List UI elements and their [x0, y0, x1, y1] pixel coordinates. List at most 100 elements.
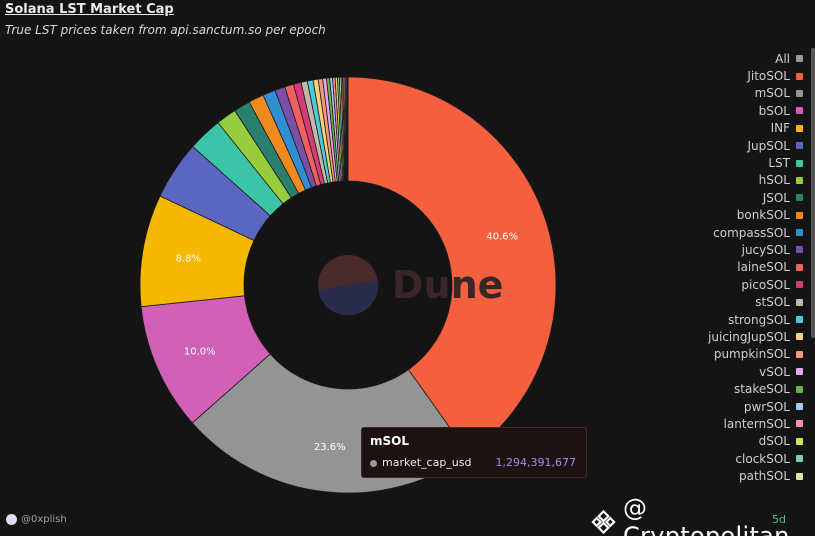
legend-item[interactable]: mSOL — [673, 85, 803, 102]
legend-item[interactable]: stakeSOL — [673, 380, 803, 397]
legend-label: bSOL — [758, 103, 790, 118]
legend-swatch — [796, 176, 803, 184]
author-credit[interactable]: @0xplish — [6, 514, 67, 525]
legend-swatch — [796, 194, 803, 202]
legend-item[interactable]: lanternSOL — [673, 415, 803, 432]
slice-labels: 40.6% 23.6% 10.0% 8.8% — [176, 232, 519, 453]
slice-label: 23.6% — [314, 442, 346, 453]
legend-label: INF — [770, 121, 790, 136]
legend-swatch — [796, 350, 803, 358]
legend-swatch — [796, 124, 803, 132]
legend-label: dSOL — [758, 434, 790, 449]
legend-label: compassSOL — [713, 225, 790, 240]
legend-label: stSOL — [755, 295, 790, 310]
legend-label: juicingJupSOL — [708, 329, 790, 344]
dune-watermark-text: Dune — [392, 263, 503, 307]
legend-item[interactable]: strongSOL — [673, 311, 803, 328]
legend-item[interactable]: juicingJupSOL — [673, 328, 803, 345]
legend-item[interactable]: dSOL — [673, 433, 803, 450]
legend-swatch — [796, 437, 803, 445]
legend-label: JitoSOL — [747, 69, 790, 84]
legend-item[interactable]: picoSOL — [673, 276, 803, 293]
legend-item[interactable]: bSOL — [673, 102, 803, 119]
tooltip-series-label: market_cap_usd — [382, 456, 472, 469]
legend-item[interactable]: pathSOL — [673, 467, 803, 484]
legend-label: mSOL — [754, 86, 790, 101]
legend-label: LST — [768, 156, 790, 171]
slice-others-f[interactable] — [346, 76, 349, 182]
legend-label: stakeSOL — [734, 382, 790, 397]
slices-layer — [139, 76, 557, 494]
legend-label: JupSOL — [747, 138, 790, 153]
legend-label: picoSOL — [741, 277, 790, 292]
legend-swatch — [796, 263, 803, 271]
legend-label: pathSOL — [738, 469, 790, 484]
legend-label: pwrSOL — [743, 399, 790, 414]
watermark-text: @ Cryptopolitan — [623, 494, 790, 536]
avatar — [6, 514, 17, 525]
legend-swatch — [796, 55, 803, 63]
legend-item[interactable]: LST — [673, 154, 803, 171]
slice-jitosol[interactable] — [347, 76, 557, 455]
legend-swatch — [796, 368, 803, 376]
legend-label: laineSOL — [737, 260, 790, 275]
legend-label: vSOL — [759, 364, 790, 379]
tooltip-value: 1,294,391,677 — [495, 456, 576, 469]
legend-item[interactable]: vSOL — [673, 363, 803, 380]
dune-logo-shade — [318, 280, 379, 316]
legend-swatch — [796, 455, 803, 463]
legend-swatch — [796, 142, 803, 150]
legend-item[interactable]: pumpkinSOL — [673, 346, 803, 363]
cryptopolitan-watermark: @ Cryptopolitan — [590, 494, 815, 536]
legend-label: clockSOL — [735, 451, 790, 466]
legend-swatch — [796, 333, 803, 341]
legend-label: bonkSOL — [736, 208, 790, 223]
age-badge: 5d — [772, 513, 786, 526]
legend-swatch — [796, 420, 803, 428]
binance-logo-icon — [591, 509, 616, 535]
legend-item[interactable]: hSOL — [673, 172, 803, 189]
legend-swatch — [796, 316, 803, 324]
legend-label: lanternSOL — [723, 416, 790, 431]
legend-swatch — [796, 246, 803, 254]
legend-label: hSOL — [758, 173, 790, 188]
slice-label: 40.6% — [486, 232, 518, 243]
center-watermark: Dune — [318, 255, 503, 316]
legend-item[interactable]: JitoSOL — [673, 67, 803, 84]
legend-label: All — [775, 51, 790, 66]
legend-item[interactable]: bonkSOL — [673, 207, 803, 224]
legend-swatch — [796, 298, 803, 306]
legend-label: JSOL — [762, 190, 790, 205]
tooltip: mSOL market_cap_usd 1,294,391,677 — [361, 427, 587, 478]
legend-swatch — [796, 403, 803, 410]
legend-item[interactable]: JupSOL — [673, 137, 803, 154]
tooltip-title: mSOL — [370, 434, 409, 448]
chart-subtitle: True LST prices taken from api.sanctum.s… — [5, 23, 326, 37]
legend-label: pumpkinSOL — [713, 347, 790, 362]
legend-swatch — [796, 89, 803, 97]
legend-item[interactable]: jucySOL — [673, 241, 803, 258]
legend-swatch — [796, 107, 803, 115]
legend-swatch — [796, 211, 803, 219]
legend-item[interactable]: stSOL — [673, 293, 803, 310]
legend-item[interactable]: clockSOL — [673, 450, 803, 467]
chart-title[interactable]: Solana LST Market Cap — [5, 2, 174, 17]
legend-scrollbar[interactable] — [811, 48, 815, 338]
legend-label: jucySOL — [741, 242, 790, 257]
tooltip-series-dot — [370, 460, 377, 467]
legend-swatch — [796, 472, 803, 480]
slice-label: 10.0% — [184, 346, 216, 357]
slice-label: 8.8% — [176, 254, 201, 265]
legend-item[interactable]: INF — [673, 120, 803, 137]
legend-item[interactable]: laineSOL — [673, 259, 803, 276]
legend-item[interactable]: JSOL — [673, 189, 803, 206]
legend-swatch — [796, 159, 803, 167]
legend-item[interactable]: compassSOL — [673, 224, 803, 241]
legend[interactable]: All JitoSOL mSOL bSOL INF JupSOL LST hSOL JSOL bo… — [673, 50, 803, 485]
legend-label: strongSOL — [728, 312, 790, 327]
legend-swatch — [796, 229, 803, 237]
legend-item[interactable]: pwrSOL — [673, 398, 803, 415]
legend-item[interactable]: All — [673, 50, 803, 67]
